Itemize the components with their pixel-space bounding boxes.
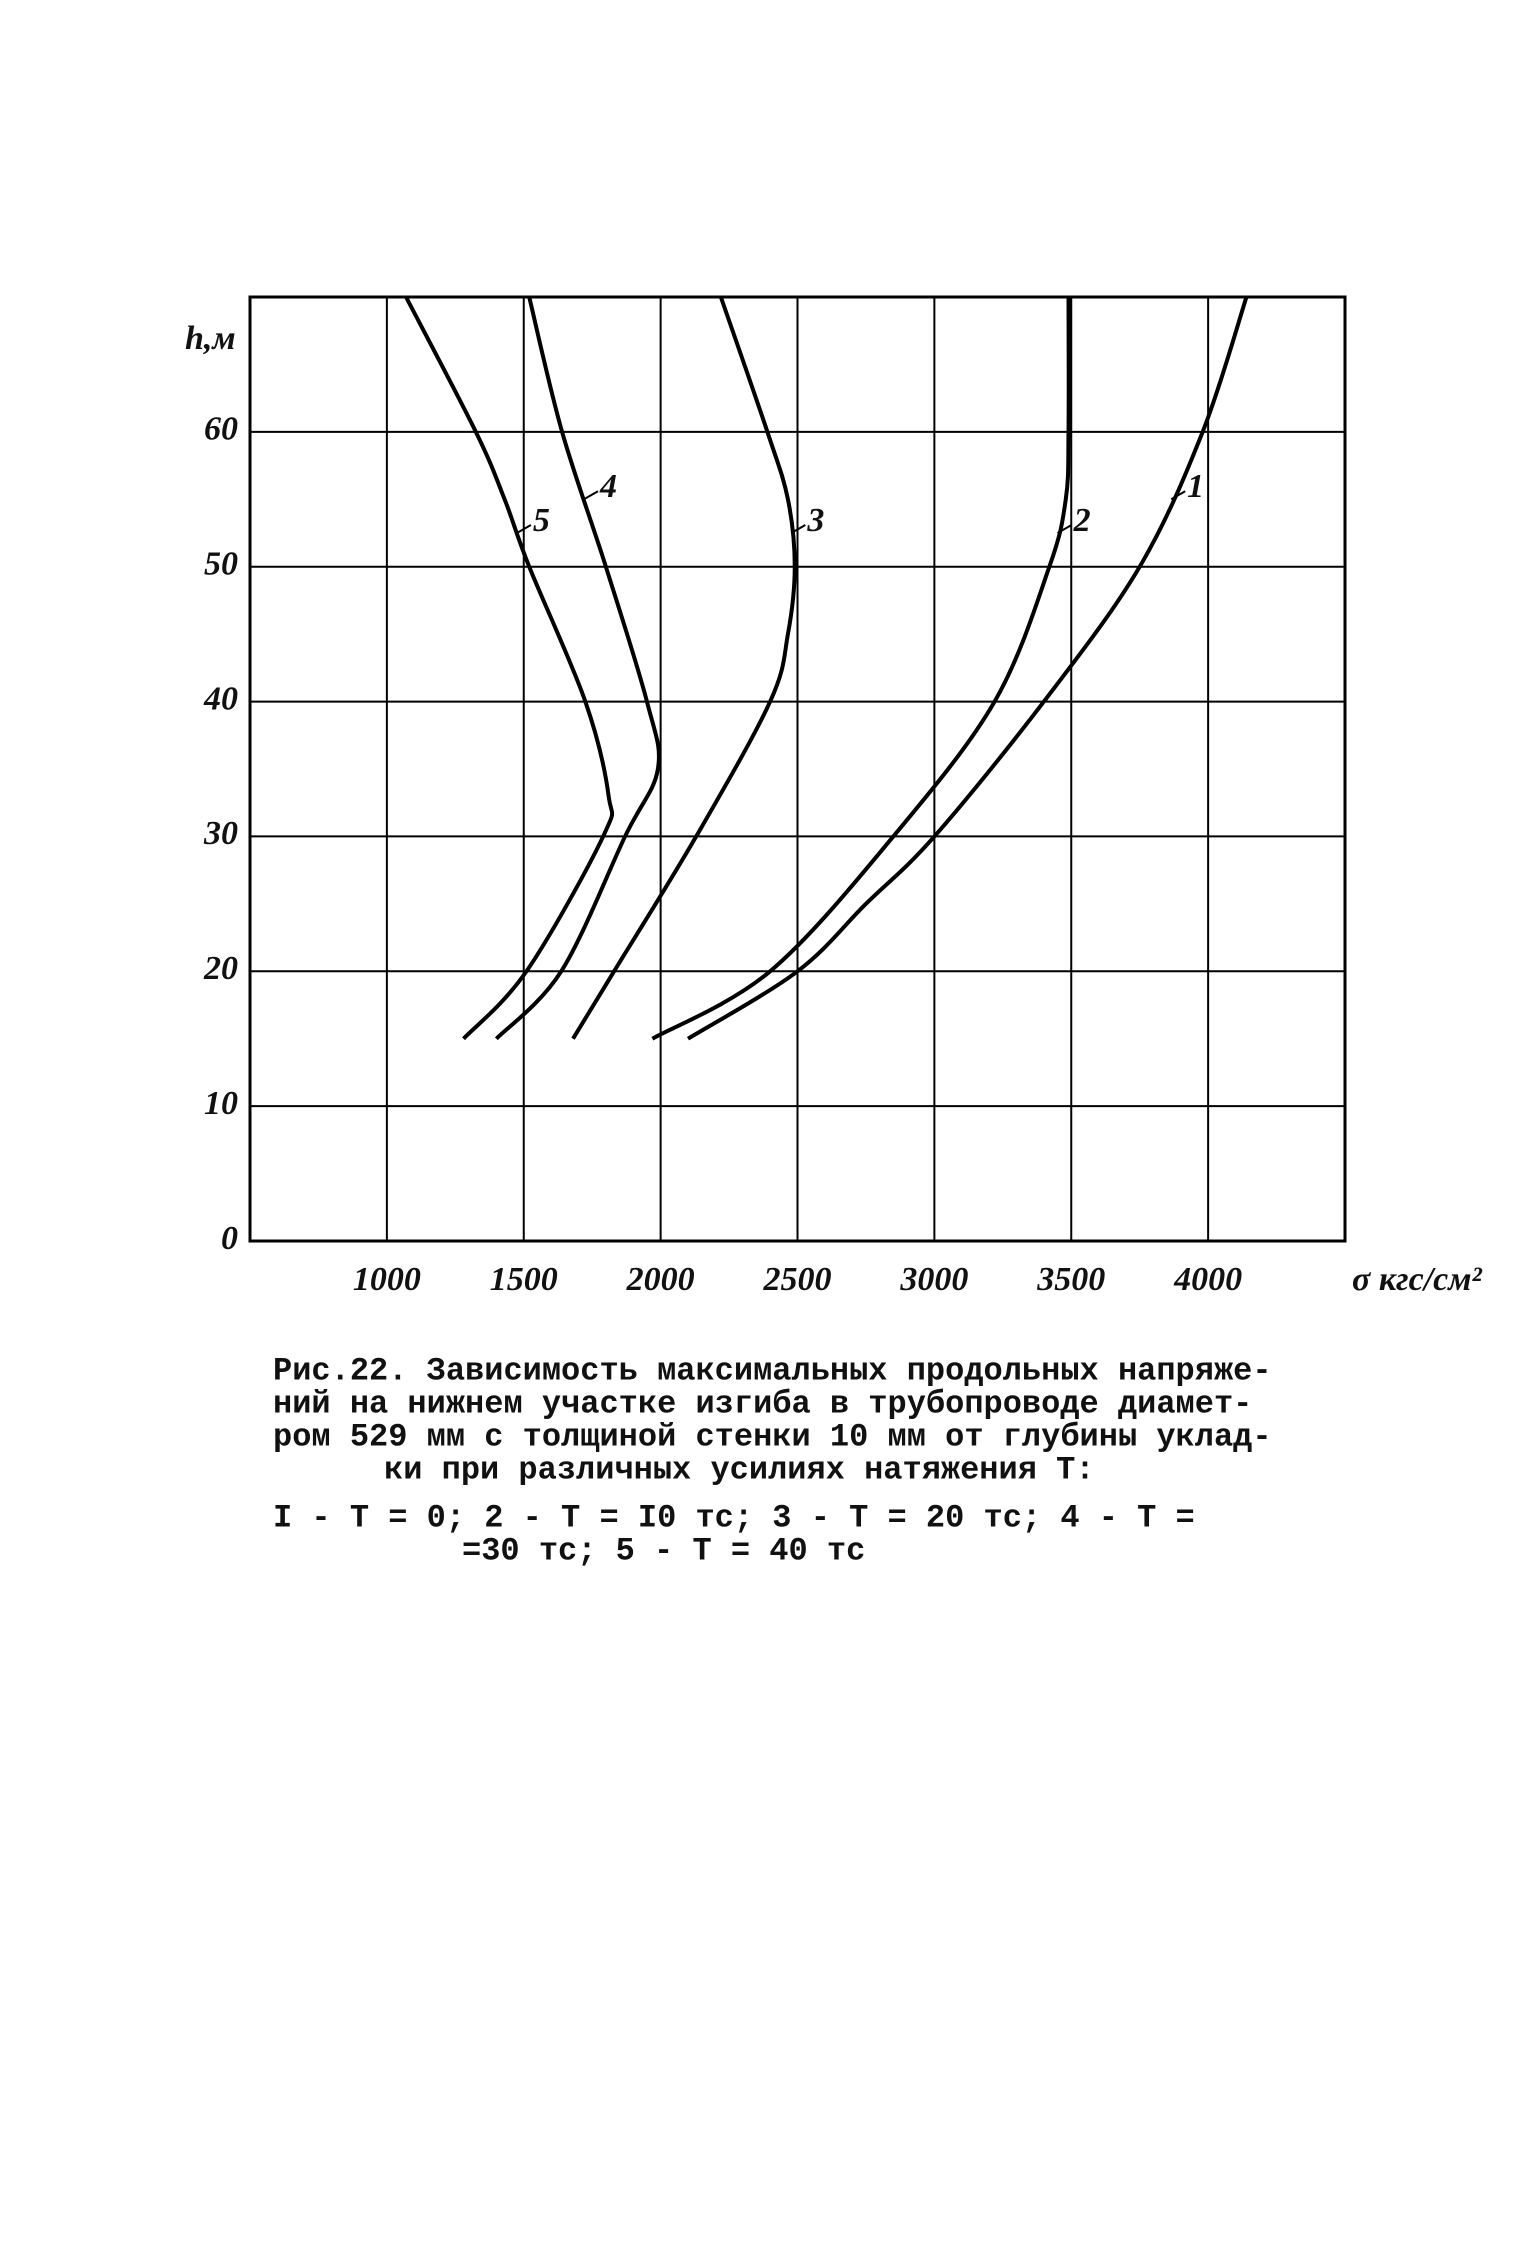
- x-tick-label: 4000: [1173, 1261, 1242, 1298]
- curve-label: 4: [599, 468, 617, 505]
- y-tick-label: 10: [204, 1085, 238, 1122]
- x-tick-label: 2500: [763, 1261, 832, 1298]
- y-axis-label: h,м: [185, 320, 236, 357]
- y-tick-label: 30: [203, 815, 238, 852]
- x-tick-label: 2000: [626, 1261, 695, 1298]
- curve: [571, 296, 797, 1040]
- caption-line: ки при различных усилиях натяжения Т:: [384, 1451, 1095, 1488]
- y-tick-label: 0: [221, 1220, 238, 1257]
- y-tick-label: 50: [204, 546, 238, 583]
- x-axis-label: σ кгс/см²: [1352, 1261, 1483, 1298]
- caption-line: =30 тс; 5 - Т = 40 тс: [462, 1532, 865, 1569]
- curve: [686, 296, 1249, 1041]
- y-tick-label: 40: [203, 680, 238, 717]
- x-tick-label: 3000: [899, 1261, 968, 1298]
- curve-label: 5: [533, 502, 550, 539]
- caption-line: ний на нижнем участке изгиба в трубопров…: [273, 1385, 1252, 1422]
- x-tick-label: 1500: [490, 1261, 558, 1298]
- curve-label: 3: [806, 502, 824, 539]
- curve: [404, 296, 615, 1041]
- curve: [651, 296, 1071, 1041]
- curve-label: 1: [1187, 468, 1204, 505]
- curve: [494, 296, 661, 1041]
- y-tick-label: 20: [203, 950, 238, 987]
- x-tick-label: 1000: [353, 1261, 421, 1298]
- label-hook: [790, 524, 806, 534]
- caption-line: ром 529 мм с толщиной стенки 10 мм от гл…: [273, 1418, 1272, 1455]
- label-hook: [1057, 524, 1073, 534]
- label-hook: [583, 490, 599, 501]
- caption-line: I - Т = 0; 2 - Т = I0 тс; 3 - Т = 20 тс;…: [273, 1499, 1195, 1536]
- y-tick-label: 60: [204, 411, 238, 448]
- label-hook: [516, 524, 532, 534]
- curve-label: 2: [1073, 502, 1091, 539]
- label-hook: [1170, 490, 1186, 501]
- caption-line: Рис.22. Зависимость максимальных продоль…: [273, 1352, 1272, 1389]
- x-tick-label: 3500: [1036, 1261, 1105, 1298]
